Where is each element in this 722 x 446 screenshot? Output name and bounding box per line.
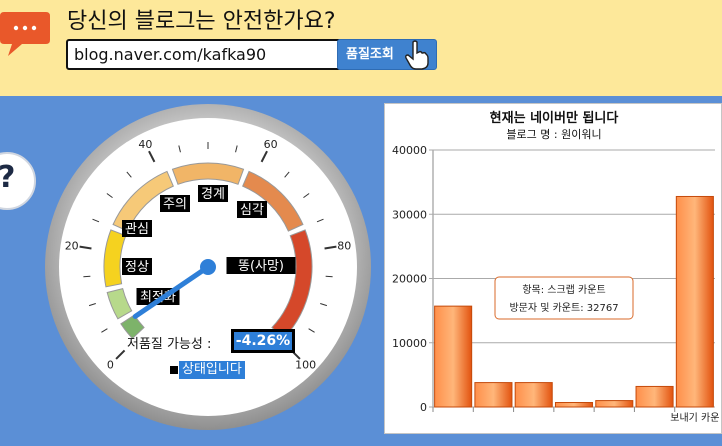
bar[interactable] xyxy=(595,400,634,408)
gauge-needle xyxy=(132,264,211,319)
gauge-tick xyxy=(235,145,238,153)
gauge-zone-label-box xyxy=(122,258,152,275)
chat-bubble-icon xyxy=(0,12,50,56)
gauge-tick-label: 80 xyxy=(337,239,351,252)
status-bullet-icon xyxy=(170,366,178,374)
gauge-zone-label-box xyxy=(237,201,267,218)
header-bar: 당신의 블로그는 안전한가요? 품질조회 xyxy=(0,0,722,96)
x-tick-label: 보내기 카운 xyxy=(670,412,719,424)
gauge-tick xyxy=(79,245,92,250)
gauge-tick xyxy=(320,302,328,307)
bar-chart: 현재는 네이버만 됩니다 블로그 명 : 원이워니 0 10000 20000 300… xyxy=(392,110,719,424)
gauge-tick-label: 0 xyxy=(107,359,114,372)
bar[interactable] xyxy=(675,195,714,408)
gauge-tick xyxy=(303,193,310,199)
gauge-zone-label-box xyxy=(160,195,190,212)
gauge-tick xyxy=(92,218,100,223)
gauge-tick xyxy=(284,171,290,178)
gauge-tick xyxy=(83,275,91,278)
y-tick-label: 30000 xyxy=(392,208,427,221)
gauge-tick xyxy=(88,302,96,307)
gauge-tick xyxy=(148,150,156,163)
gauge-tick-label: 20 xyxy=(65,239,79,252)
bar[interactable] xyxy=(514,382,553,408)
tooltip-line-1: 항목: 스크랩 카운트 xyxy=(522,284,605,296)
gauge-tick-label: 40 xyxy=(138,138,152,151)
tooltip-box xyxy=(494,276,634,320)
gauge-zone-label: 똥(사망) xyxy=(238,259,284,274)
gauge-tick xyxy=(325,275,333,278)
gauge-tick xyxy=(106,193,113,199)
chart-title: 현재는 네이버만 됩니다 xyxy=(490,110,619,126)
probability-value: -4.26% xyxy=(234,332,292,350)
page-title: 당신의 블로그는 안전한가요? xyxy=(67,9,336,34)
probability-box: -4.26% xyxy=(231,329,295,353)
help-icon[interactable]: ? xyxy=(0,160,15,195)
status-text: 상태입니다 xyxy=(179,361,245,379)
hand-pointer-icon xyxy=(405,40,429,70)
gauge-zone-label-box xyxy=(122,220,152,237)
gauge-tick xyxy=(178,145,181,153)
quality-check-label: 품질조회 xyxy=(346,47,394,62)
gauge-zone-label: 관심 xyxy=(125,222,149,237)
chart-subtitle: 블로그 명 : 원이워니 xyxy=(506,128,601,141)
gauge-tick xyxy=(308,328,315,333)
gauge-tick xyxy=(316,218,324,223)
gauge-zone-label-box xyxy=(198,185,228,202)
gauge-tick xyxy=(101,328,108,333)
gauge-tick xyxy=(126,171,132,178)
gauge-zone-label: 심각 xyxy=(240,203,264,218)
gauge-zone-label-box xyxy=(226,257,296,274)
gauge-zone-6 xyxy=(242,170,304,232)
gauge-zone-label: 주의 xyxy=(163,197,187,212)
tooltip-line-2: 방문자 및 카운트: 32767 xyxy=(509,302,618,314)
y-tick-label: 40000 xyxy=(392,144,427,157)
gauge-zone-5 xyxy=(171,162,245,185)
bar[interactable] xyxy=(554,402,594,408)
gauge-tick xyxy=(115,349,126,360)
chart-panel: 현재는 네이버만 됩니다 블로그 명 : 원이워니 0 10000 20000 300… xyxy=(384,103,722,434)
bar[interactable] xyxy=(434,305,473,408)
gauge-zone-label: 정상 xyxy=(125,260,149,275)
gauge-tick xyxy=(260,150,268,163)
gauge-pivot xyxy=(200,259,216,275)
y-tick-label: 20000 xyxy=(392,273,427,286)
gauge-zone-4 xyxy=(112,170,174,232)
gauge-tick-label: 100 xyxy=(295,359,316,372)
gauge-zone-label: 경계 xyxy=(201,187,225,202)
bar[interactable] xyxy=(474,382,513,408)
y-tick-label: 10000 xyxy=(392,337,427,350)
blog-url-input[interactable] xyxy=(66,39,342,70)
y-tick-label: 0 xyxy=(420,401,427,414)
bar[interactable] xyxy=(635,385,674,408)
gauge-zone-2 xyxy=(106,288,133,320)
probability-label: 저품질 가능성 : xyxy=(127,337,212,352)
gauge-tick-label: 60 xyxy=(264,138,278,151)
gauge-tick xyxy=(324,245,337,250)
